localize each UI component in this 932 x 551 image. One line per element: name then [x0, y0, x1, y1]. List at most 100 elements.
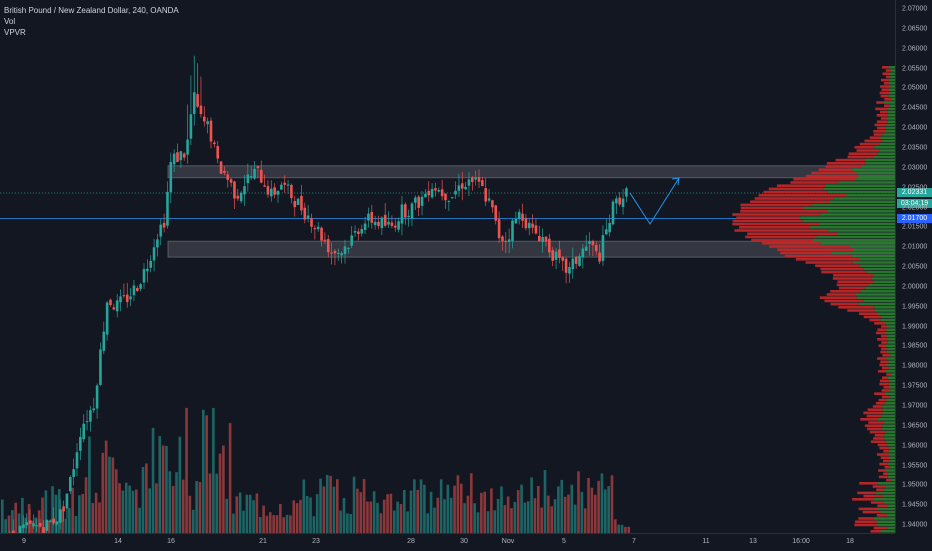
volume-profile-bar-sell: [879, 446, 890, 450]
bar-countdown-badge: 03:04:19: [897, 199, 932, 208]
volume-profile-bar-sell: [734, 229, 829, 232]
volume-profile-bar-sell: [732, 219, 803, 223]
candle-body: [427, 190, 431, 196]
volume-profile-bar-buy: [888, 360, 895, 363]
volume-profile-bar-sell: [876, 453, 889, 456]
volume-bar: [366, 501, 369, 533]
volume-bar: [342, 497, 346, 533]
volume-bar: [473, 503, 476, 533]
price-chart[interactable]: [0, 0, 895, 533]
volume-profile-bar-sell: [832, 277, 872, 280]
volume-bar: [419, 479, 423, 533]
candle-body: [584, 246, 588, 251]
candle-body: [316, 226, 320, 230]
vpvr-indicator-label[interactable]: VPVR: [4, 28, 26, 37]
candle-body: [471, 177, 474, 182]
volume-bar: [111, 457, 115, 533]
candle-body: [347, 248, 350, 250]
volume-bar: [540, 507, 543, 533]
candle-body: [38, 522, 42, 527]
horizontal-line-price-badge[interactable]: 2.01700: [897, 214, 932, 223]
volume-bar: [560, 479, 564, 533]
volume-bar: [98, 502, 101, 533]
candle-body: [79, 436, 82, 451]
candle-body: [229, 179, 233, 183]
volume-profile-bar-buy: [809, 226, 895, 229]
volume-profile-bar-sell: [882, 66, 889, 69]
volume-bar: [158, 436, 162, 533]
volume-profile-bar-sell: [750, 200, 831, 203]
volume-profile-bar-sell: [867, 427, 882, 431]
volume-profile-bar-sell: [881, 395, 890, 399]
candle-body: [491, 200, 494, 208]
volume-profile-bar-buy: [887, 325, 895, 328]
volume-profile-bar-sell: [758, 194, 847, 197]
volume-bar: [91, 502, 95, 533]
volume-profile-bar-buy: [888, 366, 895, 370]
volume-profile-bar-buy: [889, 88, 895, 91]
volume-profile-bar-sell: [886, 373, 892, 376]
volume-profile-bar-sell: [863, 494, 883, 498]
candle-body: [300, 195, 303, 211]
volume-profile-bar-buy: [885, 440, 895, 443]
volume-bar: [359, 492, 363, 533]
volume-bar: [165, 445, 168, 533]
time-scale[interactable]: 9 14 16 21 23 28 30 Nov 5 7 11 13 16:00 18: [0, 533, 895, 551]
volume-bar: [74, 515, 78, 533]
candle-body: [206, 121, 209, 125]
candle-body: [293, 201, 297, 208]
volume-profile-bar-sell: [732, 222, 819, 226]
volume-bar: [604, 489, 607, 533]
volume-bar: [547, 495, 550, 533]
volume-profile-bar-sell: [837, 280, 874, 283]
price-tick-label: 1.94500: [902, 501, 928, 509]
volume-bar: [299, 499, 302, 533]
volume-indicator-label[interactable]: Vol: [4, 17, 16, 26]
volume-bar: [413, 479, 416, 533]
volume-profile-bar-buy: [884, 402, 895, 405]
volume-bar: [121, 490, 125, 533]
volume-profile-bar-sell: [882, 354, 891, 357]
volume-profile-bar-buy: [888, 456, 895, 459]
volume-profile-bar-sell: [877, 357, 887, 360]
volume-bar: [503, 504, 507, 533]
volume-profile-bar-buy: [820, 213, 895, 216]
price-scale[interactable]: 2.02331 03:04:19 2.01700 2.07000 2.06500 2…: [895, 0, 932, 533]
volume-bar: [279, 503, 282, 533]
candle-body: [35, 525, 39, 527]
volume-profile-bar-buy: [864, 158, 895, 162]
volume-bar: [205, 415, 208, 533]
candle-body: [571, 258, 575, 270]
volume-profile-bar-buy: [866, 270, 895, 274]
volume-bar: [81, 493, 84, 533]
candle-body: [12, 530, 15, 533]
volume-profile-bar-buy: [849, 245, 895, 248]
volume-bar: [382, 499, 386, 533]
volume-profile-bar-buy: [873, 155, 895, 159]
candle-body: [199, 105, 203, 115]
candle-body: [407, 215, 410, 217]
volume-profile-bar-sell: [881, 325, 888, 328]
volume-bar: [449, 497, 453, 533]
chart-area[interactable]: British Pound / New Zealand Dollar, 240,…: [0, 0, 895, 533]
volume-profile-bar-sell: [855, 520, 877, 523]
volume-bar: [459, 483, 463, 533]
volume-bar: [346, 513, 349, 533]
volume-bar: [553, 499, 557, 533]
volume-profile-bar-buy: [887, 475, 895, 479]
volume-profile-bar-buy: [885, 130, 895, 133]
candle-body: [122, 295, 126, 297]
volume-profile-bar-buy: [818, 222, 895, 226]
volume-bar: [403, 489, 406, 533]
volume-bar: [389, 493, 393, 533]
volume-profile-bar-sell: [873, 437, 885, 440]
symbol-title[interactable]: British Pound / New Zealand Dollar, 240,…: [4, 6, 179, 15]
volume-bar: [37, 510, 41, 533]
volume-bar: [530, 477, 533, 533]
volume-profile-bar-buy: [853, 248, 895, 251]
volume-profile-bar-sell: [869, 430, 887, 434]
volume-bar: [61, 510, 64, 533]
volume-profile-bar-buy: [830, 251, 895, 255]
volume-bar: [232, 513, 235, 533]
candle-body: [142, 269, 146, 283]
